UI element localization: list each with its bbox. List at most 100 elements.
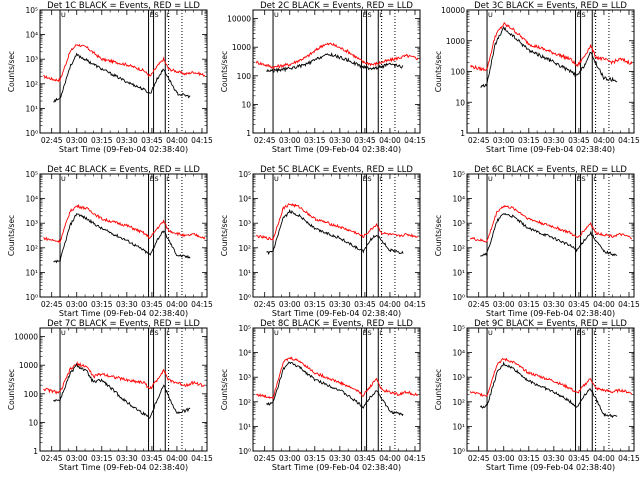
x-tick-label: 04:00: [379, 136, 401, 145]
y-tick-label: 10¹: [238, 268, 251, 277]
y-tick-label: 10³: [238, 373, 251, 382]
x-axis-label: Start Time (09-Feb-04 02:38:40): [272, 145, 401, 154]
panel-9: Det 9C BLACK = Events, RED = LLD 10⁰ 10¹ 10…: [434, 319, 640, 472]
x-tick-label: 04:00: [166, 300, 188, 309]
x-tick-label: 03:45: [568, 136, 590, 145]
x-tick-label: 03:30: [329, 136, 351, 145]
y-tick-label: 10⁴: [238, 195, 251, 204]
data-area: [469, 328, 633, 451]
x-tick-label: 04:00: [593, 300, 615, 309]
panel-4: Det 4C BLACK = Events, RED = LLD 10⁰ 10¹ 10…: [7, 165, 213, 318]
y-tick-label: 10¹: [452, 422, 465, 431]
lld-series-line: [469, 21, 633, 72]
y-tick-label: 1: [33, 447, 38, 456]
x-tick-label: 04:15: [404, 454, 426, 463]
y-axis-label: Counts/sec: [220, 51, 229, 92]
y-tick-label: 100: [237, 72, 252, 81]
x-tick-label: 03:30: [329, 454, 351, 463]
y-tick-label: 10²: [452, 398, 465, 407]
x-tick-label: 04:15: [404, 300, 426, 309]
panel-title: Det 3C BLACK = Events, RED = LLD: [474, 1, 627, 11]
x-tick-label: 02:45: [468, 454, 490, 463]
y-tick-label: 10⁵: [25, 170, 38, 179]
marker-label: U: [61, 175, 66, 183]
x-tick-label: 03:15: [91, 136, 113, 145]
events-series-line: [266, 208, 404, 256]
panel-1: Det 1C BLACK = Events, RED = LLD 10⁰ 10¹ 10…: [7, 1, 213, 154]
lld-series-line: [43, 361, 206, 395]
marker-label: U: [61, 329, 66, 337]
marker-label: D: [150, 11, 155, 19]
marker-label: L: [166, 329, 170, 337]
x-tick-label: 03:00: [279, 454, 301, 463]
y-tick-label: 10⁴: [452, 195, 465, 204]
lld-series-line: [255, 356, 419, 400]
x-tick-label: 03:30: [543, 136, 565, 145]
x-tick-label: 03:15: [518, 300, 540, 309]
y-tick-label: 10: [241, 100, 251, 109]
x-tick-label: 02:45: [254, 300, 276, 309]
x-tick-label: 03:15: [91, 300, 113, 309]
x-tick-label: 03:45: [568, 454, 590, 463]
y-tick-label: 10000: [227, 15, 251, 24]
marker-label: L: [593, 175, 597, 183]
x-tick-label: 03:15: [518, 454, 540, 463]
data-area: [255, 10, 419, 133]
y-tick-label: 10⁰: [25, 293, 38, 302]
y-tick-label: 10⁴: [238, 349, 251, 358]
y-tick-label: 10³: [25, 55, 38, 64]
plot-frame: [252, 9, 421, 134]
y-tick-label: 10³: [238, 219, 251, 228]
x-tick-label: 03:15: [91, 454, 113, 463]
y-tick-label: 10: [455, 98, 465, 107]
marker-label: S: [582, 329, 586, 337]
events-series-line: [266, 361, 404, 417]
marker-label: L: [593, 11, 597, 19]
x-tick-label: 04:15: [618, 136, 640, 145]
y-tick-label: 1000: [232, 43, 251, 52]
y-tick-label: 10⁰: [452, 447, 465, 456]
y-tick-label: 10³: [452, 373, 465, 382]
events-series-line: [480, 212, 618, 257]
x-tick-label: 03:30: [543, 300, 565, 309]
y-tick-label: 10¹: [238, 422, 251, 431]
panel-title: Det 7C BLACK = Events, RED = LLD: [47, 319, 200, 329]
x-axis-label: Start Time (09-Feb-04 02:38:40): [59, 463, 188, 472]
y-axis-label: Counts/sec: [434, 215, 443, 256]
x-tick-label: 03:45: [354, 136, 376, 145]
x-tick-label: 03:00: [66, 300, 88, 309]
panel-title: Det 5C BLACK = Events, RED = LLD: [260, 165, 413, 175]
marker-label: L: [166, 175, 170, 183]
x-tick-label: 04:00: [166, 136, 188, 145]
marker-label: U: [488, 175, 493, 183]
x-tick-label: 03:00: [493, 300, 515, 309]
panel-title: Det 2C BLACK = Events, RED = LLD: [260, 1, 413, 11]
lld-series-line: [43, 203, 206, 245]
plot-frame: [252, 173, 421, 298]
data-area: [43, 174, 206, 297]
panel-7: Det 7C BLACK = Events, RED = LLD 1 10 100 10…: [7, 319, 213, 472]
panel-title: Det 6C BLACK = Events, RED = LLD: [474, 165, 627, 175]
x-tick-label: 03:00: [279, 300, 301, 309]
data-area: [469, 174, 633, 297]
x-tick-label: 03:00: [66, 136, 88, 145]
marker-label: L: [593, 329, 597, 337]
x-tick-label: 03:30: [329, 300, 351, 309]
plot-frame: [252, 327, 421, 452]
events-series-line: [53, 212, 191, 264]
y-tick-label: 10⁵: [452, 324, 465, 333]
y-axis-label: Counts/sec: [7, 369, 16, 410]
x-tick-label: 02:45: [41, 136, 63, 145]
x-tick-label: 04:15: [191, 454, 213, 463]
y-tick-label: 10⁰: [238, 293, 251, 302]
marker-label: D: [363, 329, 368, 337]
x-tick-label: 02:45: [254, 136, 276, 145]
marker-label: U: [274, 329, 279, 337]
marker-label: L: [379, 329, 383, 337]
x-tick-label: 04:00: [379, 300, 401, 309]
x-tick-label: 04:15: [618, 300, 640, 309]
x-axis-label: Start Time (09-Feb-04 02:38:40): [486, 145, 615, 154]
x-tick-label: 04:15: [191, 136, 213, 145]
y-tick-label: 1000: [446, 37, 465, 46]
x-tick-label: 02:45: [254, 454, 276, 463]
